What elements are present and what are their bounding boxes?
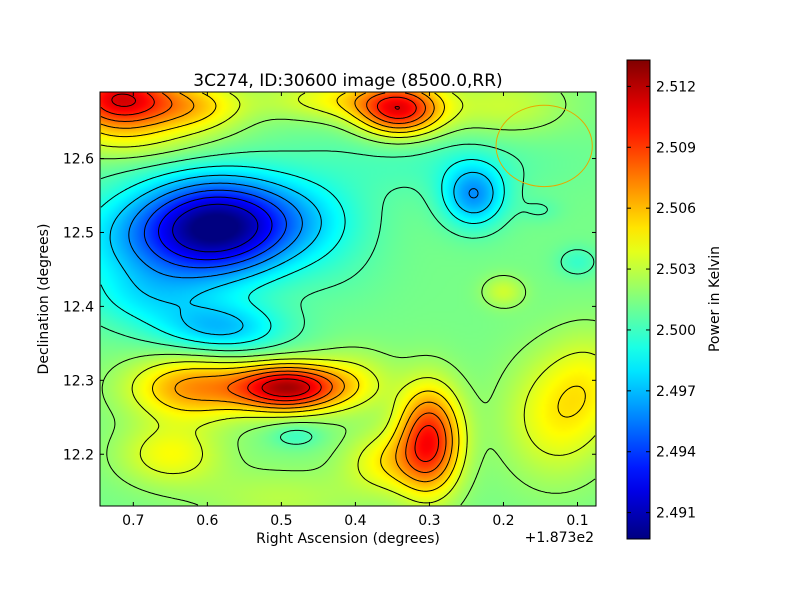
x-offset-label: +1.873e2 [525,530,594,546]
colorbar-gradient [627,60,650,539]
plot-area [99,91,597,507]
contour-level-9 [100,92,586,492]
y-tick-label: 12.2 [63,447,94,463]
x-tick-label: 0.5 [270,513,292,529]
y-axis: 12.2 12.3 12.4 12.5 12.6 [63,152,596,463]
y-tick-label: 12.5 [63,225,94,241]
x-axis-label: Right Ascension (degrees) [256,531,440,547]
colorbar-label: Power in Kelvin [707,246,723,352]
contour-level-7 [101,92,596,506]
x-tick-label: 0.7 [122,513,144,529]
colorbar-tick-label: 2.509 [656,140,696,156]
contour-level-2 [143,189,287,269]
colorbar-tick-label: 2.497 [656,384,696,400]
contour-level-5 [100,159,505,345]
x-tick-label: 0.2 [492,513,514,529]
x-axis: 0.7 0.6 0.5 0.4 0.3 0.2 0.1 [122,92,589,529]
contour-level-3 [128,182,479,279]
contour-level-11 [100,92,447,473]
colorbar: 2.491 2.494 2.497 2.500 2.503 2.506 2.509 2.512… [626,59,723,540]
chart-title: 3C274, ID:30600 image (8500.0,RR) [193,71,502,91]
y-tick-label: 12.6 [63,152,94,168]
colorbar-frame [626,59,651,540]
contour-lines [100,92,596,506]
contour-level-13 [111,93,400,397]
contour-level-6 [100,143,595,445]
beam-ellipse [495,104,593,188]
heatmap-image [100,92,596,506]
colorbar-ticks: 2.491 2.494 2.497 2.500 2.503 2.506 2.509 2.512 [627,79,696,522]
contour-level-1 [158,196,273,261]
x-tick-label: 0.3 [418,513,440,529]
contour-level-12 [100,92,440,462]
x-tick-label: 0.4 [344,513,366,529]
y-tick-label: 12.4 [63,299,94,315]
contour-level-4 [109,171,494,336]
colorbar-tick-label: 2.500 [656,323,696,339]
x-tick-label: 0.6 [196,513,218,529]
contour-level-0 [172,203,259,253]
y-tick-label: 12.3 [63,373,94,389]
colorbar-tick-label: 2.506 [656,201,696,217]
colorbar-tick-label: 2.491 [656,506,696,522]
colorbar-tick-label: 2.512 [656,79,696,95]
x-tick-label: 0.1 [566,513,588,529]
contour-level-8 [100,92,596,504]
colorbar-tick-label: 2.503 [656,262,696,278]
plot-frame [99,91,597,507]
y-axis-label: Declination (degrees) [36,224,52,375]
contour-level-10 [100,92,453,483]
colorbar-tick-label: 2.494 [656,445,696,461]
